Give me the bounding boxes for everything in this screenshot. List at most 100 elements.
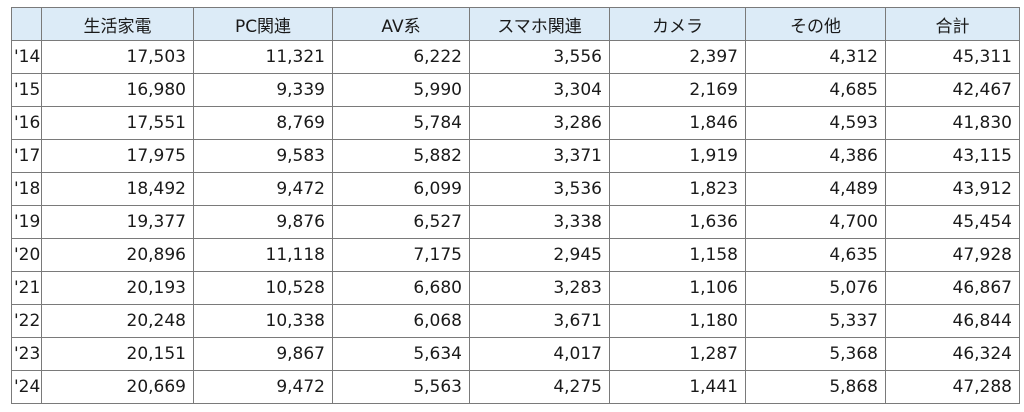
cell-camera: 1,823 — [609, 172, 746, 206]
cell-smartphone: 3,536 — [469, 172, 610, 206]
cell-av: 6,068 — [332, 304, 470, 338]
header-cell-other: その他 — [745, 7, 886, 41]
cell-appliances: 16,980 — [41, 73, 194, 107]
cell-other: 4,386 — [745, 139, 886, 173]
cell-year: '18 — [11, 172, 42, 206]
header-row: 生活家電 PC関連 AV系 スマホ関連 カメラ その他 合計 — [11, 7, 1020, 41]
cell-other: 4,312 — [745, 40, 886, 74]
cell-pc: 11,321 — [193, 40, 333, 74]
cell-total: 46,867 — [885, 271, 1020, 305]
cell-av: 6,680 — [332, 271, 470, 305]
table-row: '24 20,669 9,472 5,563 4,275 1,441 5,868 47,288 — [11, 370, 1020, 404]
cell-pc: 9,339 — [193, 73, 333, 107]
cell-appliances: 17,551 — [41, 106, 194, 140]
cell-total: 45,311 — [885, 40, 1020, 74]
cell-pc: 10,338 — [193, 304, 333, 338]
header-cell-camera: カメラ — [609, 7, 746, 41]
cell-smartphone: 3,304 — [469, 73, 610, 107]
cell-smartphone: 4,017 — [469, 337, 610, 371]
cell-appliances: 17,975 — [41, 139, 194, 173]
cell-pc: 9,867 — [193, 337, 333, 371]
data-table-container: 生活家電 PC関連 AV系 スマホ関連 カメラ その他 合計 '14 17,503… — [11, 7, 1020, 404]
cell-total: 41,830 — [885, 106, 1020, 140]
cell-other: 4,700 — [745, 205, 886, 239]
table-row: '21 20,193 10,528 6,680 3,283 1,106 5,076 46,86… — [11, 271, 1020, 305]
cell-total: 46,844 — [885, 304, 1020, 338]
header-cell-pc: PC関連 — [193, 7, 333, 41]
cell-smartphone: 3,671 — [469, 304, 610, 338]
cell-appliances: 18,492 — [41, 172, 194, 206]
header-cell-smartphone: スマホ関連 — [469, 7, 610, 41]
cell-av: 6,527 — [332, 205, 470, 239]
cell-other: 4,635 — [745, 238, 886, 272]
cell-smartphone: 3,338 — [469, 205, 610, 239]
cell-smartphone: 3,286 — [469, 106, 610, 140]
cell-appliances: 20,193 — [41, 271, 194, 305]
table-row: '14 17,503 11,321 6,222 3,556 2,397 4,312 45,31… — [11, 40, 1020, 74]
header-cell-av: AV系 — [332, 7, 470, 41]
cell-appliances: 20,669 — [41, 370, 194, 404]
cell-camera: 1,919 — [609, 139, 746, 173]
cell-av: 5,882 — [332, 139, 470, 173]
cell-av: 6,099 — [332, 172, 470, 206]
cell-appliances: 20,896 — [41, 238, 194, 272]
cell-pc: 9,876 — [193, 205, 333, 239]
cell-smartphone: 3,371 — [469, 139, 610, 173]
cell-other: 5,368 — [745, 337, 886, 371]
cell-other: 5,337 — [745, 304, 886, 338]
cell-total: 46,324 — [885, 337, 1020, 371]
table-row: '16 17,551 8,769 5,784 3,286 1,846 4,593 41,830 — [11, 106, 1020, 140]
cell-camera: 1,158 — [609, 238, 746, 272]
table-row: '17 17,975 9,583 5,882 3,371 1,919 4,386 43,115 — [11, 139, 1020, 173]
cell-year: '19 — [11, 205, 42, 239]
table-row: '19 19,377 9,876 6,527 3,338 1,636 4,700 45,454 — [11, 205, 1020, 239]
cell-total: 43,912 — [885, 172, 1020, 206]
cell-av: 5,990 — [332, 73, 470, 107]
cell-smartphone: 3,283 — [469, 271, 610, 305]
cell-total: 45,454 — [885, 205, 1020, 239]
cell-camera: 2,397 — [609, 40, 746, 74]
cell-appliances: 20,248 — [41, 304, 194, 338]
table-row: '20 20,896 11,118 7,175 2,945 1,158 4,635 47,92… — [11, 238, 1020, 272]
cell-other: 4,685 — [745, 73, 886, 107]
header-cell-total: 合計 — [885, 7, 1020, 41]
cell-other: 4,593 — [745, 106, 886, 140]
sales-table: 生活家電 PC関連 AV系 スマホ関連 カメラ その他 合計 '14 17,503… — [11, 7, 1020, 404]
cell-smartphone: 4,275 — [469, 370, 610, 404]
cell-pc: 9,472 — [193, 370, 333, 404]
cell-pc: 9,583 — [193, 139, 333, 173]
cell-year: '22 — [11, 304, 42, 338]
cell-year: '14 — [11, 40, 42, 74]
cell-camera: 1,287 — [609, 337, 746, 371]
cell-camera: 1,636 — [609, 205, 746, 239]
cell-camera: 1,441 — [609, 370, 746, 404]
table-header: 生活家電 PC関連 AV系 スマホ関連 カメラ その他 合計 — [11, 7, 1020, 41]
cell-pc: 11,118 — [193, 238, 333, 272]
cell-appliances: 19,377 — [41, 205, 194, 239]
table-row: '18 18,492 9,472 6,099 3,536 1,823 4,489 43,912 — [11, 172, 1020, 206]
cell-camera: 1,106 — [609, 271, 746, 305]
cell-total: 47,928 — [885, 238, 1020, 272]
header-cell-year — [11, 7, 42, 41]
cell-av: 5,563 — [332, 370, 470, 404]
cell-total: 47,288 — [885, 370, 1020, 404]
table-row: '15 16,980 9,339 5,990 3,304 2,169 4,685 42,467 — [11, 73, 1020, 107]
cell-camera: 2,169 — [609, 73, 746, 107]
cell-year: '16 — [11, 106, 42, 140]
table-row: '23 20,151 9,867 5,634 4,017 1,287 5,368 46,324 — [11, 337, 1020, 371]
cell-year: '17 — [11, 139, 42, 173]
table-row: '22 20,248 10,338 6,068 3,671 1,180 5,337 46,84… — [11, 304, 1020, 338]
cell-year: '21 — [11, 271, 42, 305]
cell-av: 6,222 — [332, 40, 470, 74]
cell-smartphone: 3,556 — [469, 40, 610, 74]
cell-camera: 1,180 — [609, 304, 746, 338]
cell-year: '15 — [11, 73, 42, 107]
header-cell-appliances: 生活家電 — [41, 7, 194, 41]
cell-year: '24 — [11, 370, 42, 404]
cell-pc: 10,528 — [193, 271, 333, 305]
cell-year: '20 — [11, 238, 42, 272]
cell-other: 5,076 — [745, 271, 886, 305]
cell-av: 5,784 — [332, 106, 470, 140]
cell-av: 7,175 — [332, 238, 470, 272]
cell-total: 43,115 — [885, 139, 1020, 173]
